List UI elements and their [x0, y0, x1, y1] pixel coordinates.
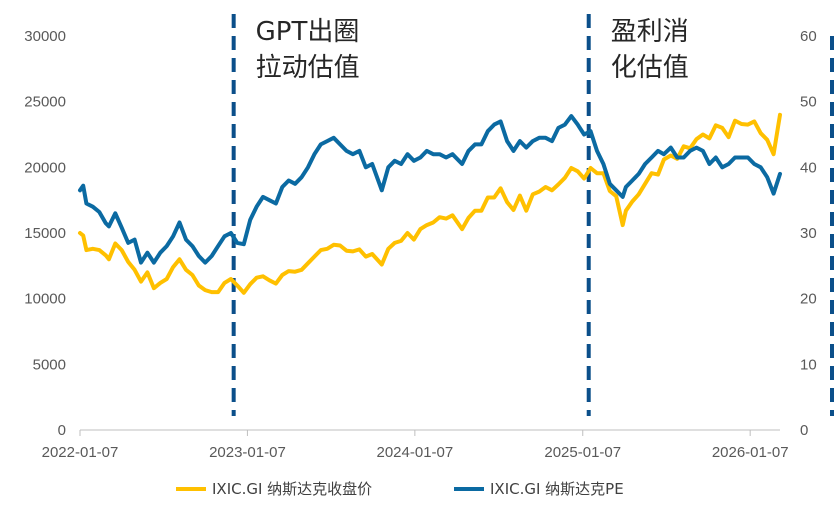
left-tick-label: 5000 [33, 356, 66, 373]
x-tick-label: 2025-01-07 [544, 444, 621, 461]
right-tick-label: 50 [800, 94, 817, 111]
right-axis: 0 10 20 30 40 50 60 [800, 28, 834, 439]
right-tick-label: 10 [800, 356, 817, 373]
annotation-label: 拉动估值 [256, 53, 360, 83]
left-tick-label: 15000 [24, 225, 66, 242]
x-tick-label: 2023-01-07 [209, 444, 286, 461]
annotation-label: 盈利消 [611, 17, 689, 47]
left-tick-label: 30000 [24, 28, 66, 45]
legend-label: IXIC.GI 纳斯达克PE [490, 480, 624, 498]
close-price-line [78, 112, 782, 295]
right-tick-label: 30 [800, 225, 817, 242]
right-tick-label: 40 [800, 159, 817, 176]
series-lines [78, 112, 782, 295]
left-tick-label: 20000 [24, 159, 66, 176]
right-tick-label: 20 [800, 291, 817, 308]
x-tick-label: 2024-01-07 [376, 444, 453, 461]
x-tick-label: 2026-01-07 [712, 444, 789, 461]
x-tick-label: 2022-01-07 [42, 444, 119, 461]
annotation-label: 化估值 [611, 53, 689, 83]
left-tick-label: 25000 [24, 94, 66, 111]
left-tick-label: 10000 [24, 291, 66, 308]
left-tick-label: 0 [58, 422, 66, 439]
right-tick-label: 0 [800, 422, 808, 439]
x-axis: 2022-01-07 2023-01-07 2024-01-07 2025-01-07… [42, 429, 789, 461]
legend: IXIC.GI 纳斯达克收盘价 IXIC.GI 纳斯达克PE [176, 480, 624, 498]
left-axis: 0 5000 10000 15000 20000 25000 30000 [24, 28, 66, 439]
annotation-label: GPT出圈 [256, 17, 360, 47]
pe-line [78, 114, 782, 265]
annotation-dividers [231, 14, 591, 416]
legend-label: IXIC.GI 纳斯达克收盘价 [212, 480, 372, 498]
right-tick-label: 60 [800, 28, 817, 45]
